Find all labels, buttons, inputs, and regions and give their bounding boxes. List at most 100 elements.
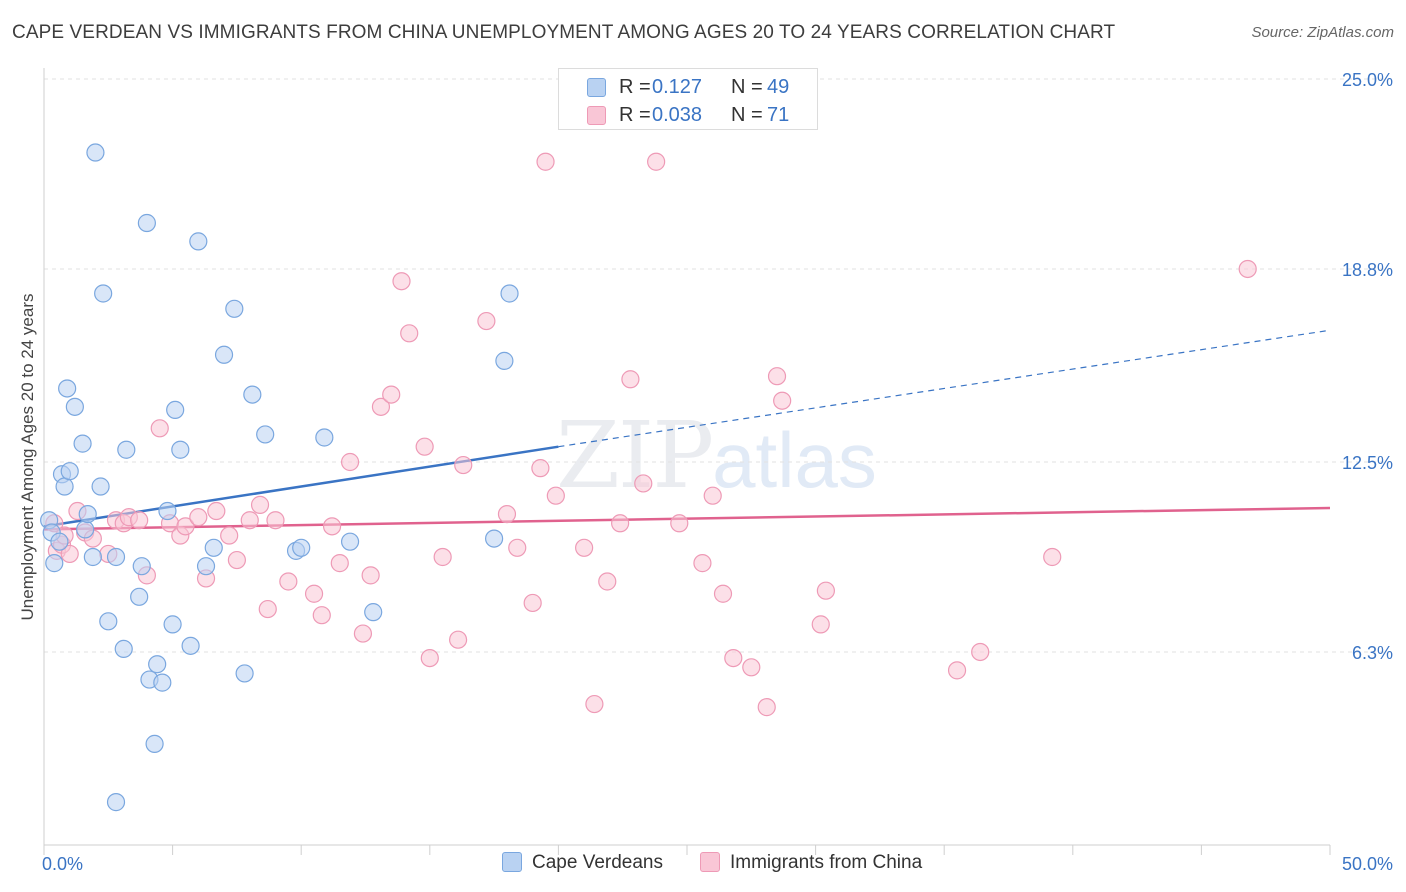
grid-lines xyxy=(44,78,1390,653)
cape-verdean-point xyxy=(204,538,223,557)
cape-verdean-point xyxy=(163,615,182,634)
cape-verdean-point xyxy=(58,379,77,398)
cape-verdean-point xyxy=(225,299,244,318)
china-immigrant-point xyxy=(693,554,712,573)
china-immigrant-point xyxy=(1238,259,1257,279)
cape-verdean-point xyxy=(196,557,216,576)
china-immigrant-point xyxy=(454,455,473,475)
china-immigrant-point xyxy=(971,642,990,662)
legend-item-cape-verdeans: Cape Verdeans xyxy=(502,852,663,874)
watermark: ZIPatlas xyxy=(556,402,877,509)
cape-verdean-point xyxy=(130,587,149,606)
cape-verdean-point xyxy=(364,603,383,622)
cape-verdean-point xyxy=(181,636,200,655)
china-immigrant-point xyxy=(382,385,401,404)
china-immigrant-point xyxy=(250,495,270,514)
china-immigrant-point xyxy=(634,474,653,493)
cape-verdean-point xyxy=(189,232,208,251)
cape-verdean-point xyxy=(45,554,64,573)
cape-verdean-point xyxy=(132,557,151,576)
legend-row-immigrants-china: R = 0.038 N = 71 xyxy=(559,100,817,130)
china-immigrant-point xyxy=(621,370,640,389)
china-immigrant-point xyxy=(508,538,527,557)
china-immigrant-point xyxy=(353,624,373,643)
cape-verdean-point xyxy=(106,793,126,812)
china-immigrant-point xyxy=(703,486,722,505)
cape-verdean-point xyxy=(99,612,118,631)
china-immigrant-point xyxy=(433,547,452,567)
x-tick-label: 0.0% xyxy=(42,854,83,874)
china-immigrant-point xyxy=(189,508,208,527)
china-immigrant-point xyxy=(150,419,169,438)
legend-r-label: R = xyxy=(619,76,651,98)
china-immigrant-point xyxy=(400,324,419,343)
cape-verdean-point xyxy=(153,673,172,692)
china-immigrant-point xyxy=(477,311,496,331)
china-immigrant-point xyxy=(724,648,743,668)
china-immigrant-point xyxy=(340,452,360,472)
china-immigrant-point xyxy=(415,437,434,456)
watermark-zip: ZIP xyxy=(556,402,714,509)
china-immigrant-point xyxy=(598,572,617,591)
legend-swatch-blue xyxy=(587,78,606,97)
cape-verdean-point xyxy=(114,639,133,659)
legend-r-label: R = xyxy=(619,104,651,126)
china-immigrant-point xyxy=(647,152,666,171)
correlation-legend: R = 0.127 N = 49 R = 0.038 N = 71 xyxy=(558,68,818,130)
cape-verdean-point xyxy=(485,529,504,548)
china-immigrant-point xyxy=(497,504,517,524)
legend-item-immigrants-china: Immigrants from China xyxy=(700,852,922,874)
china-immigrant-point xyxy=(227,550,246,570)
cape-verdean-point xyxy=(235,664,254,683)
china-immigrant-point xyxy=(546,486,565,505)
legend-r-value: 0.127 xyxy=(652,76,703,98)
china-immigrant-point xyxy=(207,501,226,521)
china-immigrant-point xyxy=(371,397,391,416)
china-immigrant-point xyxy=(60,544,79,564)
cape-verdean-point xyxy=(73,434,92,453)
china-immigrant-point xyxy=(304,584,324,603)
china-immigrant-point xyxy=(536,152,555,171)
china-immigrant-point xyxy=(713,584,733,603)
china-immigrant-point xyxy=(448,630,468,649)
x-tick-label: 50.0% xyxy=(1342,854,1393,874)
cape-verdean-point xyxy=(171,440,190,459)
y-tick-label: 25.0% xyxy=(1342,70,1393,90)
china-immigrant-point xyxy=(611,514,630,533)
china-immigrant-point xyxy=(757,698,776,717)
china-immigrant-point xyxy=(322,517,342,536)
china-immigrant-point xyxy=(240,511,259,530)
cape-verdean-point xyxy=(500,284,519,303)
y-tick-label: 18.8% xyxy=(1342,260,1393,280)
cape-verdean-point xyxy=(106,547,126,567)
axes xyxy=(43,68,1331,855)
legend-n-label: N = xyxy=(731,104,763,126)
china-immigrant-point xyxy=(1043,547,1062,567)
legend-label-cape-verdeans: Cape Verdeans xyxy=(532,852,663,873)
china-immigrant-point xyxy=(312,606,331,625)
china-immigrant-point xyxy=(220,526,239,545)
china-immigrant-point xyxy=(811,615,830,634)
cape-verdean-point xyxy=(60,462,79,481)
cape-verdean-point xyxy=(166,400,185,420)
legend-n-value: 49 xyxy=(767,76,790,98)
cape-verdean-point xyxy=(117,440,136,459)
trend-lines xyxy=(43,329,1331,531)
china-immigrant-point xyxy=(130,511,149,530)
cape-verdean-point xyxy=(145,734,164,753)
cape-verdean-point xyxy=(158,501,177,521)
legend-r-value: 0.038 xyxy=(652,104,703,126)
cape-verdean-point xyxy=(78,504,97,524)
watermark-atlas: atlas xyxy=(712,416,877,504)
china-immigrant-point xyxy=(531,459,550,478)
china-immigrant-point xyxy=(279,572,298,591)
china-immigrant-point xyxy=(767,367,787,386)
cape-verdean-point xyxy=(83,547,102,567)
legend-swatch-pink xyxy=(587,106,606,125)
legend-label-immigrants-china: Immigrants from China xyxy=(730,852,923,873)
cape-verdean-point xyxy=(76,520,95,539)
data-points xyxy=(40,143,1257,812)
legend-row-cape-verdeans: R = 0.127 N = 49 xyxy=(559,72,817,102)
cape-verdean-point xyxy=(214,345,234,364)
